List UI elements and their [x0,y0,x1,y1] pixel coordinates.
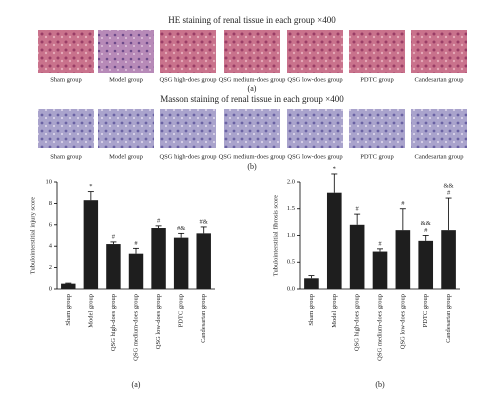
x-tick-label: QSG low-does group [399,294,406,349]
panel-title: HE staining of renal tissue in each grou… [168,15,336,25]
y-tick-label: 6 [49,221,53,228]
bar [418,240,434,289]
image-label: QSG medium-does group [219,76,286,83]
significance-mark: # [356,206,360,213]
y-tick-label: 1.5 [287,205,295,212]
y-tick-label: 1.0 [287,232,295,239]
micrograph [224,30,280,73]
image-label: QSG medium-does group [219,153,286,160]
bar [196,233,211,289]
x-tick-label: QSG low-does group [155,294,162,349]
bar [441,230,456,289]
micrograph [98,30,154,73]
y-tick-label: 2.0 [287,178,295,185]
y-tick-label: 8 [49,200,52,207]
x-tick-label: QSG medium-does group [376,294,383,361]
x-tick-label: Sham group [308,294,315,326]
image-label: QSG high-does group [159,153,216,160]
micrograph [287,109,343,148]
x-tick-label: QSG medium-does group [132,294,139,361]
image-label: Candesartan group [415,76,464,83]
chart-caption: (b) [375,380,385,389]
micrograph [349,30,405,73]
chart-caption: (a) [132,380,141,389]
micrograph [98,109,154,148]
image-label: QSG low-does group [287,153,342,160]
significance-mark: # [424,227,428,234]
y-tick-label: 4 [49,243,53,250]
y-tick-label: 2 [49,264,52,271]
panel-title: Masson staining of renal tissue in each … [160,94,344,104]
significance-mark: # [157,217,161,224]
panel-caption: (a) [248,84,257,93]
image-label: Model group [109,153,143,160]
image-label: QSG high-does group [159,76,216,83]
bar [128,253,144,289]
x-tick-label: QSG high-does group [354,294,361,351]
significance-mark: * [333,165,336,172]
significance-mark: # [378,240,382,247]
image-label: PDTC group [360,76,393,83]
bar [326,192,342,289]
image-label: QSG low-does group [287,76,342,83]
bar [106,244,121,289]
micrograph [287,30,343,73]
micrograph [38,109,94,148]
micrograph [349,109,405,148]
bar [372,251,388,289]
micrograph [38,30,94,73]
y-tick-label: 0.5 [287,259,295,266]
image-label: Sham group [50,76,82,83]
bar [61,283,76,289]
micrograph [160,30,216,73]
significance-mark: # [112,233,116,240]
significance-mark: # [401,200,405,207]
y-axis-label: Tubulointerstitial fibrosis score [272,195,279,276]
significance-mark: && [444,183,454,190]
significance-mark: #& [177,225,185,232]
micrograph [224,109,280,148]
image-label: Candesartan group [415,153,464,160]
x-tick-label: Candesartan group [445,294,452,343]
significance-mark: #& [200,218,208,225]
panel-caption: (b) [247,162,257,171]
bar [83,200,99,289]
y-tick-label: 10 [46,178,53,185]
significance-mark: # [134,240,138,247]
x-tick-label: Model group [331,294,338,328]
x-tick-label: QSG high-does group [110,294,117,351]
x-tick-label: Sham group [65,294,72,326]
x-tick-label: Model group [87,294,94,328]
micrograph [160,109,216,148]
micrograph [411,109,467,148]
bar [173,237,189,289]
significance-mark: # [447,190,451,197]
y-axis-label: Tubulointerstitial injury score [29,197,36,275]
bar [349,224,365,289]
x-tick-label: PDTC group [178,294,185,327]
micrograph [411,30,467,73]
bar [151,228,166,289]
x-tick-label: PDTC group [422,294,429,327]
image-label: Model group [109,76,143,83]
y-tick-label: 0 [49,285,52,292]
significance-mark: && [421,220,431,227]
bar [395,230,411,289]
y-tick-label: 0.0 [287,285,295,292]
significance-mark: * [89,183,92,190]
x-tick-label: Candesartan group [200,294,207,343]
bar [304,278,319,289]
image-label: PDTC group [360,153,393,160]
image-label: Sham group [50,153,82,160]
